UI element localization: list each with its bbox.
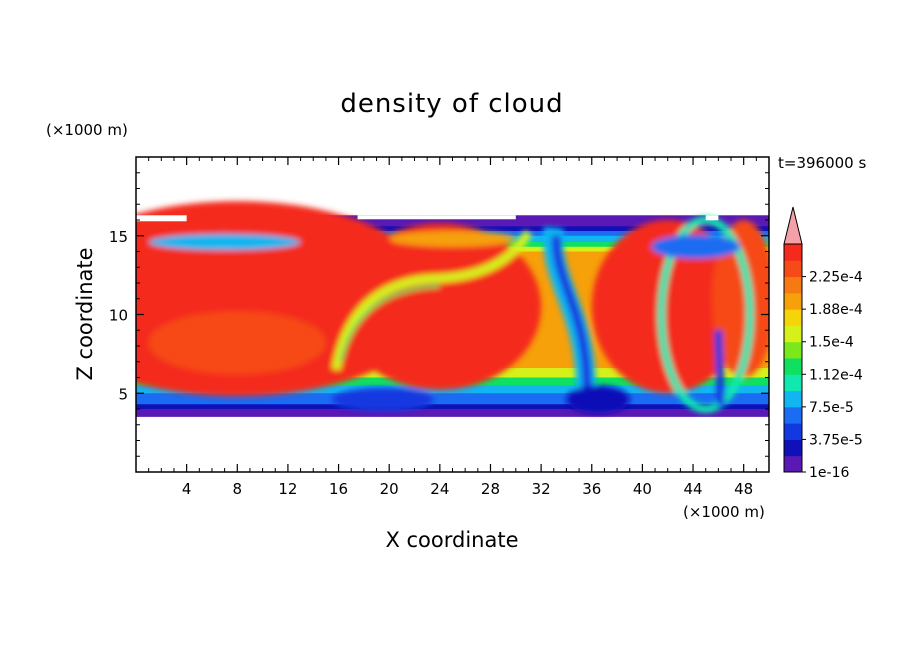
updraft-arc bbox=[331, 230, 533, 371]
colorbar-swatch bbox=[784, 439, 802, 457]
updraft-arc-inner bbox=[339, 284, 440, 363]
x-tick-label: 36 bbox=[582, 480, 601, 498]
colorbar-swatch bbox=[784, 374, 802, 392]
colorbar-swatch bbox=[784, 244, 802, 261]
x-tick-label: 24 bbox=[430, 480, 449, 498]
colorbar-swatch bbox=[784, 325, 802, 343]
x-tick-label: 28 bbox=[481, 480, 500, 498]
x-tick-label: 8 bbox=[233, 480, 243, 498]
x-tick-label: 40 bbox=[633, 480, 652, 498]
colorbar-label: 2.25e-4 bbox=[809, 270, 863, 286]
x-tick-label: 4 bbox=[182, 480, 192, 498]
colorbar-label: 1e-16 bbox=[809, 465, 849, 481]
gap-top-left bbox=[136, 215, 187, 222]
x-tick-label: 48 bbox=[734, 480, 753, 498]
cloud-density-field bbox=[136, 201, 769, 417]
y-tick-label: 5 bbox=[118, 385, 128, 403]
gap-top-right bbox=[705, 215, 719, 221]
colorbar-swatch bbox=[784, 309, 802, 326]
x-tick-label: 20 bbox=[380, 480, 399, 498]
colorbar-swatch bbox=[784, 390, 802, 408]
colorbar-label: 1.88e-4 bbox=[809, 302, 863, 318]
gap-top-middle bbox=[357, 215, 516, 220]
chart-title: density of cloud bbox=[340, 89, 563, 119]
eddy-top bbox=[651, 234, 740, 259]
y-tick-label: 15 bbox=[109, 228, 128, 246]
core-left-lower bbox=[148, 311, 326, 375]
time-label: t=396000 s bbox=[778, 154, 866, 172]
colorbar-swatch bbox=[784, 260, 802, 278]
core-right bbox=[591, 220, 744, 394]
upper-eddy-1 bbox=[148, 234, 301, 251]
y-tick-label: 10 bbox=[109, 307, 128, 325]
colorbar-label: 7.5e-5 bbox=[809, 400, 854, 416]
x-tick-label: 12 bbox=[278, 480, 297, 498]
x-unit-label: (×1000 m) bbox=[683, 503, 765, 521]
downdraft-base bbox=[566, 385, 630, 414]
upper-eddy-2 bbox=[389, 230, 516, 247]
bottom-turbulence bbox=[332, 387, 434, 412]
colorbar: 1e-16 3.75e-5 7.5e-5 1.12e-4 1.5e-4 1.88e-4 2.… bbox=[783, 206, 863, 481]
colorbar-swatch bbox=[784, 341, 802, 359]
y-axis-label: Z coordinate bbox=[73, 247, 97, 380]
colorbar-swatch bbox=[784, 292, 802, 310]
colorbar-swatch bbox=[784, 423, 802, 440]
x-tick-label: 16 bbox=[329, 480, 348, 498]
colorbar-extend-triangle bbox=[783, 206, 803, 245]
colorbar-swatch bbox=[784, 276, 802, 294]
downdraft-inner bbox=[551, 235, 592, 407]
core-far-right bbox=[712, 220, 769, 378]
cloud-structures bbox=[136, 201, 769, 414]
colorbar-label: 1.5e-4 bbox=[809, 335, 854, 351]
eddy-stem bbox=[714, 330, 725, 406]
colorbar-label: 1.12e-4 bbox=[809, 367, 863, 383]
colorbar-label: 3.75e-5 bbox=[809, 432, 863, 448]
colorbar-swatch bbox=[784, 358, 802, 375]
colorbar-swatch bbox=[784, 406, 802, 424]
x-axis-label: X coordinate bbox=[385, 528, 518, 552]
x-tick-label: 44 bbox=[683, 480, 702, 498]
y-unit-label: (×1000 m) bbox=[46, 121, 128, 139]
x-tick-label: 32 bbox=[532, 480, 551, 498]
colorbar-swatch bbox=[784, 455, 802, 473]
